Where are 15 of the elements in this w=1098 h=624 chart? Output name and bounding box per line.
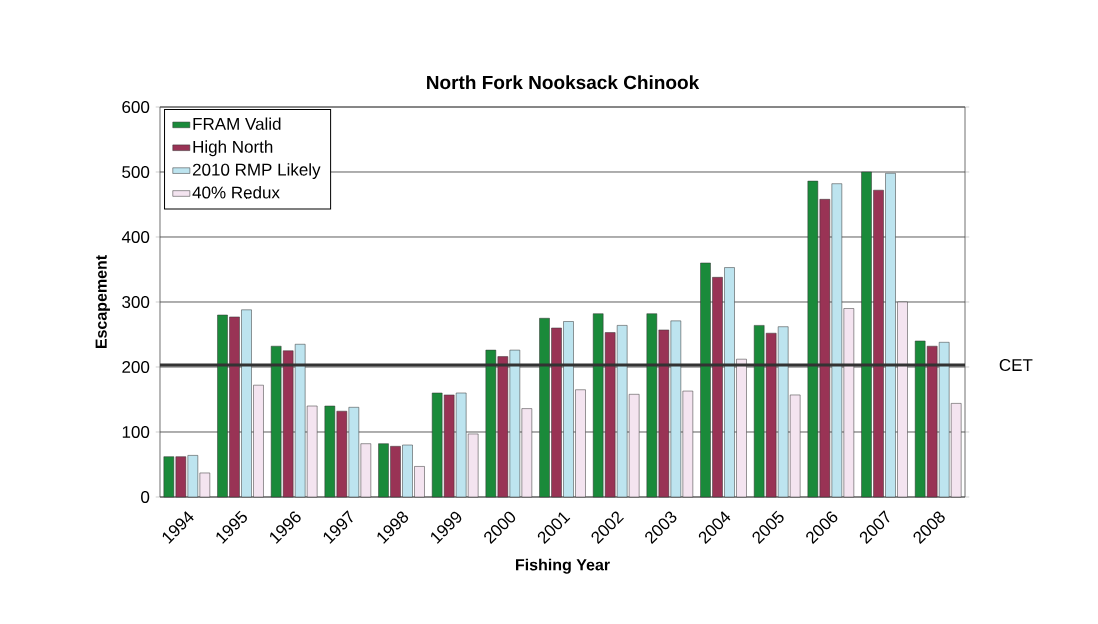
y-tick-label: 400	[121, 230, 150, 244]
y-tick-label: 100	[122, 425, 150, 439]
y-tick-label: 0	[141, 490, 150, 504]
chart-title: North Fork Nooksack Chinook	[427, 75, 700, 90]
legend-label: 40% Redux	[192, 186, 280, 199]
x-axis-title: Fishing Year	[516, 558, 610, 574]
y-tick-label: 300	[122, 295, 150, 309]
y-axis-title: Escapement	[95, 255, 110, 349]
y-tick-label: 600	[122, 100, 150, 114]
y-tick-label: 200	[122, 360, 150, 374]
legend-label: FRAM Valid	[193, 117, 281, 130]
y-tick-label: 500	[122, 165, 150, 179]
ref-line-label: CET	[999, 359, 1033, 372]
legend-label: 2010 RMP Likely	[192, 163, 321, 180]
legend-label: High North	[193, 140, 273, 157]
